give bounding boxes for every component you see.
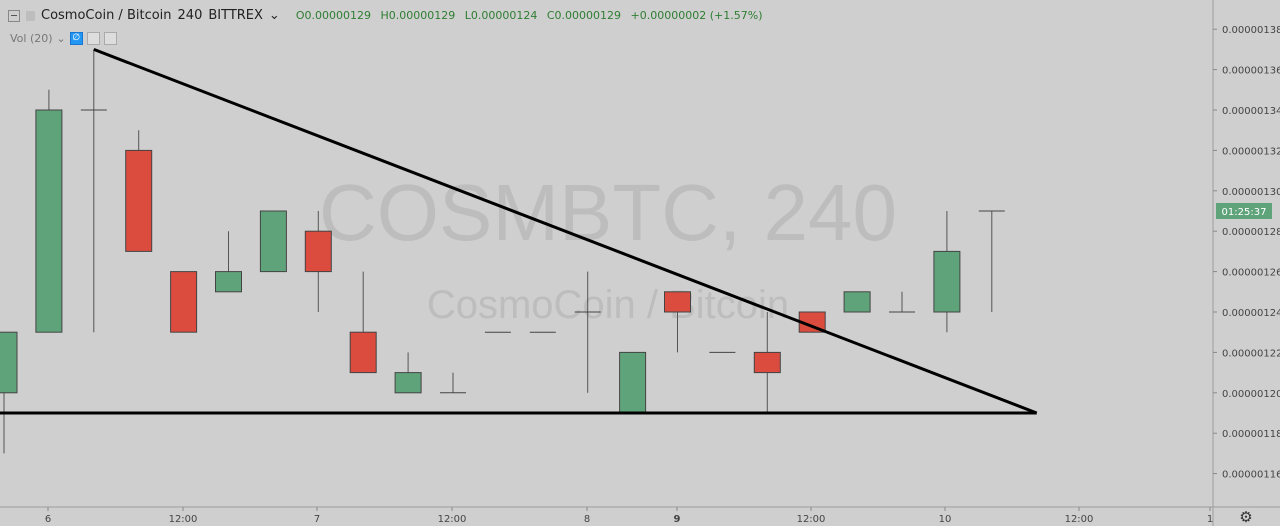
price-tick-label: 0.00000120 xyxy=(1222,389,1280,400)
price-tick-label: 0.00000132 xyxy=(1222,146,1280,157)
settings-icon[interactable] xyxy=(86,32,100,45)
volume-label[interactable]: Vol (20) xyxy=(10,32,53,45)
candle-down[interactable] xyxy=(664,291,691,313)
close-indicator-icon[interactable] xyxy=(103,32,117,45)
hide-indicator-icon[interactable]: ∅ xyxy=(69,32,83,45)
time-tick-label: 9 xyxy=(674,514,681,525)
price-tick-label: 0.00000136 xyxy=(1222,66,1280,77)
candle-up[interactable] xyxy=(259,210,287,273)
candle-down[interactable] xyxy=(349,331,377,374)
candle-up[interactable] xyxy=(933,250,961,313)
close-value: C0.00000129 xyxy=(546,9,622,22)
volume-indicator-legend: Vol (20) ⌄ ∅ xyxy=(10,32,117,45)
change-value: +0.00000002 (+1.57%) xyxy=(630,9,763,22)
collapse-legend-icon[interactable] xyxy=(8,9,20,22)
candle-down[interactable] xyxy=(304,230,332,273)
high-value: H0.00000129 xyxy=(380,9,456,22)
price-tick-label: 0.00000126 xyxy=(1222,268,1280,279)
candle-up[interactable] xyxy=(843,291,871,313)
price-tick-label: 0.00000122 xyxy=(1222,348,1280,359)
time-tick-label: 1 xyxy=(1207,514,1213,525)
time-tick-label: 12:00 xyxy=(438,514,467,525)
countdown-badge xyxy=(1216,203,1272,219)
trendline-descending-resistance[interactable] xyxy=(93,48,1038,415)
price-tick-label: 0.00000128 xyxy=(1222,227,1280,238)
open-value: O0.00000129 xyxy=(295,9,371,22)
price-tick-label: 0.00000134 xyxy=(1222,106,1280,117)
time-tick-label: 12:00 xyxy=(1065,514,1094,525)
candle-down[interactable] xyxy=(753,351,781,374)
price-tick-label: 0.00000118 xyxy=(1222,429,1280,440)
watermark-title: COSMBTC, 240 xyxy=(319,168,897,257)
exchange-label[interactable]: BITTREX xyxy=(208,8,263,23)
interval-label[interactable]: 240 xyxy=(177,8,203,23)
time-tick-label: 12:00 xyxy=(797,514,826,525)
time-tick-label: 10 xyxy=(939,514,952,525)
price-tick-label: 0.00000138 xyxy=(1222,25,1280,36)
time-tick-label: 12:00 xyxy=(169,514,198,525)
watermark-subtitle: CosmoCoin / Bitcoin xyxy=(427,283,789,327)
time-tick-label: 8 xyxy=(584,514,590,525)
candle-down[interactable] xyxy=(125,149,153,252)
symbol-name[interactable]: CosmoCoin / Bitcoin xyxy=(41,8,172,23)
candle-up[interactable] xyxy=(619,351,647,414)
time-tick-label: 6 xyxy=(45,514,51,525)
ohlc-values: O0.00000129 H0.00000129 L0.00000124 C0.0… xyxy=(296,9,769,22)
time-tick-label: 7 xyxy=(314,514,320,525)
price-tick-label: 0.00000130 xyxy=(1222,187,1280,198)
candle-up[interactable] xyxy=(215,271,242,293)
price-tick-label: 0.00000116 xyxy=(1222,470,1280,481)
low-value: L0.00000124 xyxy=(464,9,538,22)
candle-up[interactable] xyxy=(394,372,422,394)
chevron-down-icon[interactable]: ⌄ xyxy=(268,8,280,23)
gear-icon: ⚙ xyxy=(1239,508,1252,526)
candle-down[interactable] xyxy=(170,271,198,333)
symbol-square-icon xyxy=(26,10,35,21)
candle-up[interactable] xyxy=(0,331,18,394)
countdown-label: 01:25:37 xyxy=(1222,207,1267,218)
candle-up[interactable] xyxy=(35,109,63,333)
symbol-legend: CosmoCoin / Bitcoin 240 BITTREX ⌄ O0.000… xyxy=(8,8,769,23)
chevron-down-icon[interactable]: ⌄ xyxy=(56,32,66,45)
price-tick-label: 0.00000124 xyxy=(1222,308,1280,319)
